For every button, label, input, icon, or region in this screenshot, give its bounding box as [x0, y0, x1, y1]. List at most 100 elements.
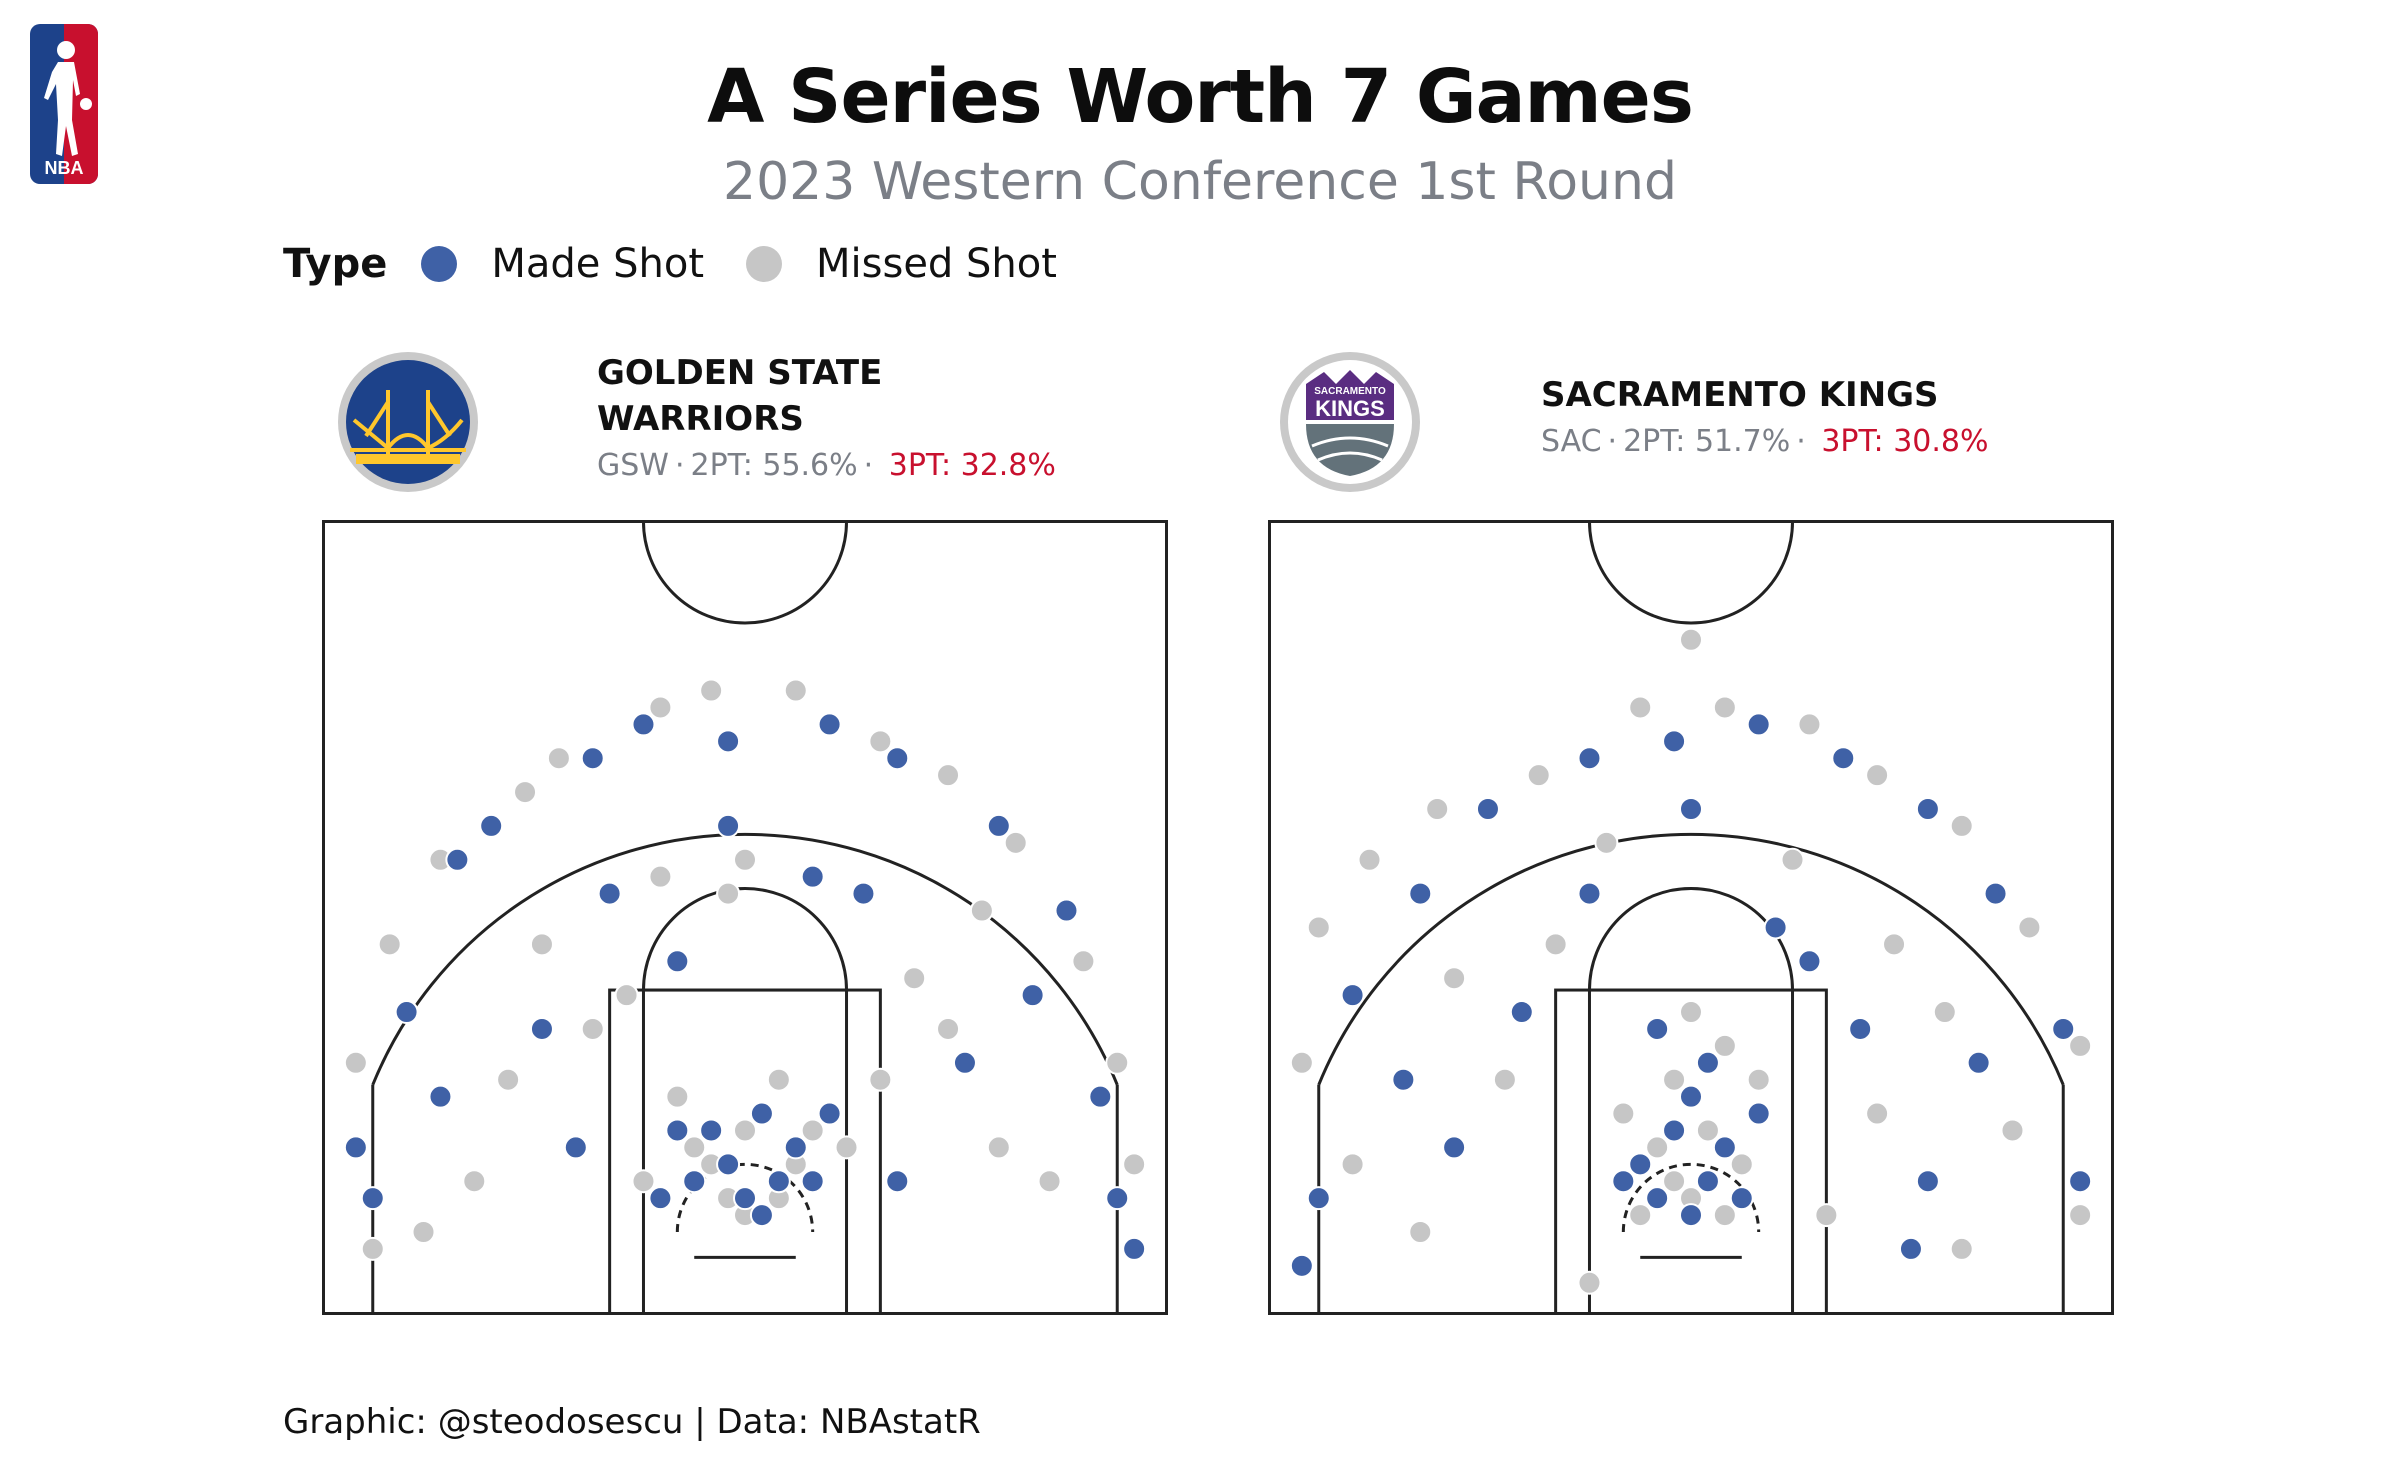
made-shot: [1746, 1101, 1771, 1126]
stats-separator: ·: [1607, 424, 1618, 459]
shot-chart-sac: [1268, 520, 2114, 1315]
legend-missed-swatch: [746, 246, 783, 282]
made-shot: [1020, 983, 1045, 1008]
chart-subtitle: 2023 Western Conference 1st Round: [723, 152, 1677, 212]
shots: [343, 678, 1147, 1261]
missed-shot: [648, 864, 673, 889]
made-shot: [800, 1169, 825, 1194]
restricted-area: [1621, 1162, 1761, 1233]
missed-shot: [1949, 1236, 1974, 1261]
missed-shot: [1662, 1067, 1687, 1092]
missed-shot: [580, 1016, 605, 1041]
missed-shot: [665, 1084, 690, 1109]
free-throw-circle: [1587, 887, 1795, 991]
team-stats-sac: SAC · 2PT: 51.7% · 3PT: 30.8%: [1541, 424, 1989, 459]
made-shot: [716, 813, 741, 838]
team-name-gsw-line2: WARRIORS: [597, 399, 804, 439]
missed-shot: [1865, 1101, 1890, 1126]
made-shot: [817, 712, 842, 737]
made-shot: [733, 1186, 757, 1211]
made-shot: [445, 847, 470, 872]
missed-shot: [2000, 1118, 2025, 1143]
three-pt-sac: 3PT: 30.8%: [1821, 424, 1989, 459]
restricted-area: [675, 1162, 815, 1233]
missed-shot: [1526, 763, 1551, 788]
center-circle: [1587, 521, 1795, 625]
made-shot: [1712, 1135, 1737, 1160]
missed-shot: [513, 780, 538, 805]
team-name-sac: SACRAMENTO KINGS: [1541, 372, 1939, 418]
missed-shot: [1814, 1203, 1839, 1228]
missed-shot: [902, 966, 927, 991]
missed-shot: [733, 847, 757, 872]
made-shot: [631, 712, 656, 737]
missed-shot: [1122, 1152, 1147, 1177]
made-shot: [1898, 1236, 1923, 1261]
made-shot: [1662, 729, 1687, 754]
missed-shot: [1425, 797, 1450, 821]
made-shot: [1088, 1084, 1113, 1109]
missed-shot: [1679, 1000, 1703, 1025]
made-shot: [1746, 712, 1771, 737]
missed-shot: [1408, 1220, 1433, 1244]
lane-inner: [1587, 988, 1795, 1315]
team-abbr-gsw: GSW: [597, 448, 669, 483]
missed-shot: [716, 881, 741, 906]
made-shot: [2051, 1016, 2076, 1041]
missed-shot: [699, 678, 724, 703]
chart-title: A Series Worth 7 Games: [707, 54, 1694, 140]
made-shot: [1679, 1203, 1703, 1228]
missed-shot: [682, 1135, 707, 1160]
missed-shot: [1746, 1067, 1771, 1092]
made-shot: [986, 813, 1011, 838]
missed-shot: [1949, 813, 1974, 838]
made-shot: [597, 881, 622, 906]
made-shot: [1831, 746, 1856, 771]
made-shot: [2068, 1169, 2093, 1194]
made-shot: [682, 1169, 707, 1194]
footer-credit: Graphic: @steodosescu | Data: NBAstatR: [283, 1402, 981, 1442]
made-shot: [665, 949, 690, 974]
legend-missed-label: Missed Shot: [816, 241, 1057, 287]
made-shot: [1408, 881, 1433, 906]
stats-separator: ·: [1796, 424, 1806, 459]
missed-shot: [496, 1067, 521, 1092]
missed-shot: [1628, 1203, 1653, 1228]
made-shot: [428, 1084, 453, 1109]
made-shot: [1645, 1186, 1670, 1211]
legend-made-label: Made Shot: [491, 241, 705, 287]
made-shot: [1306, 1186, 1331, 1211]
made-shot: [952, 1050, 977, 1075]
made-shot: [1695, 1169, 1720, 1194]
team-name-gsw-line1: GOLDEN STATE: [597, 353, 883, 393]
made-shot: [1915, 797, 1940, 821]
made-shot: [1340, 983, 1365, 1008]
made-shot: [766, 1169, 791, 1194]
missed-shot: [2017, 915, 2042, 940]
missed-shot: [631, 1169, 656, 1194]
legend-item-missed: Missed Shot: [746, 241, 1057, 287]
missed-shot: [1679, 627, 1703, 652]
missed-shot: [783, 678, 808, 703]
made-shot: [1122, 1236, 1147, 1261]
missed-shot: [1611, 1101, 1636, 1126]
missed-shot: [868, 729, 893, 754]
made-shot: [749, 1203, 774, 1228]
missed-shot: [1543, 932, 1568, 957]
made-shot: [800, 864, 825, 889]
stats-separator: ·: [863, 448, 874, 483]
made-shot: [817, 1101, 842, 1126]
free-throw-circle: [641, 887, 849, 991]
shot-chart-gsw: [322, 520, 1168, 1315]
made-shot: [1983, 881, 2008, 906]
made-shot: [716, 1152, 741, 1177]
made-shot: [343, 1135, 368, 1160]
two-pt-gsw: 2PT: 55.6%: [690, 448, 858, 483]
court-lines: [1268, 520, 2114, 1315]
made-shot: [885, 1169, 910, 1194]
made-shot: [1054, 898, 1079, 923]
made-shot: [1679, 1084, 1703, 1109]
missed-shot: [834, 1135, 859, 1160]
missed-shot: [1357, 847, 1382, 872]
missed-shot: [1695, 1118, 1720, 1143]
